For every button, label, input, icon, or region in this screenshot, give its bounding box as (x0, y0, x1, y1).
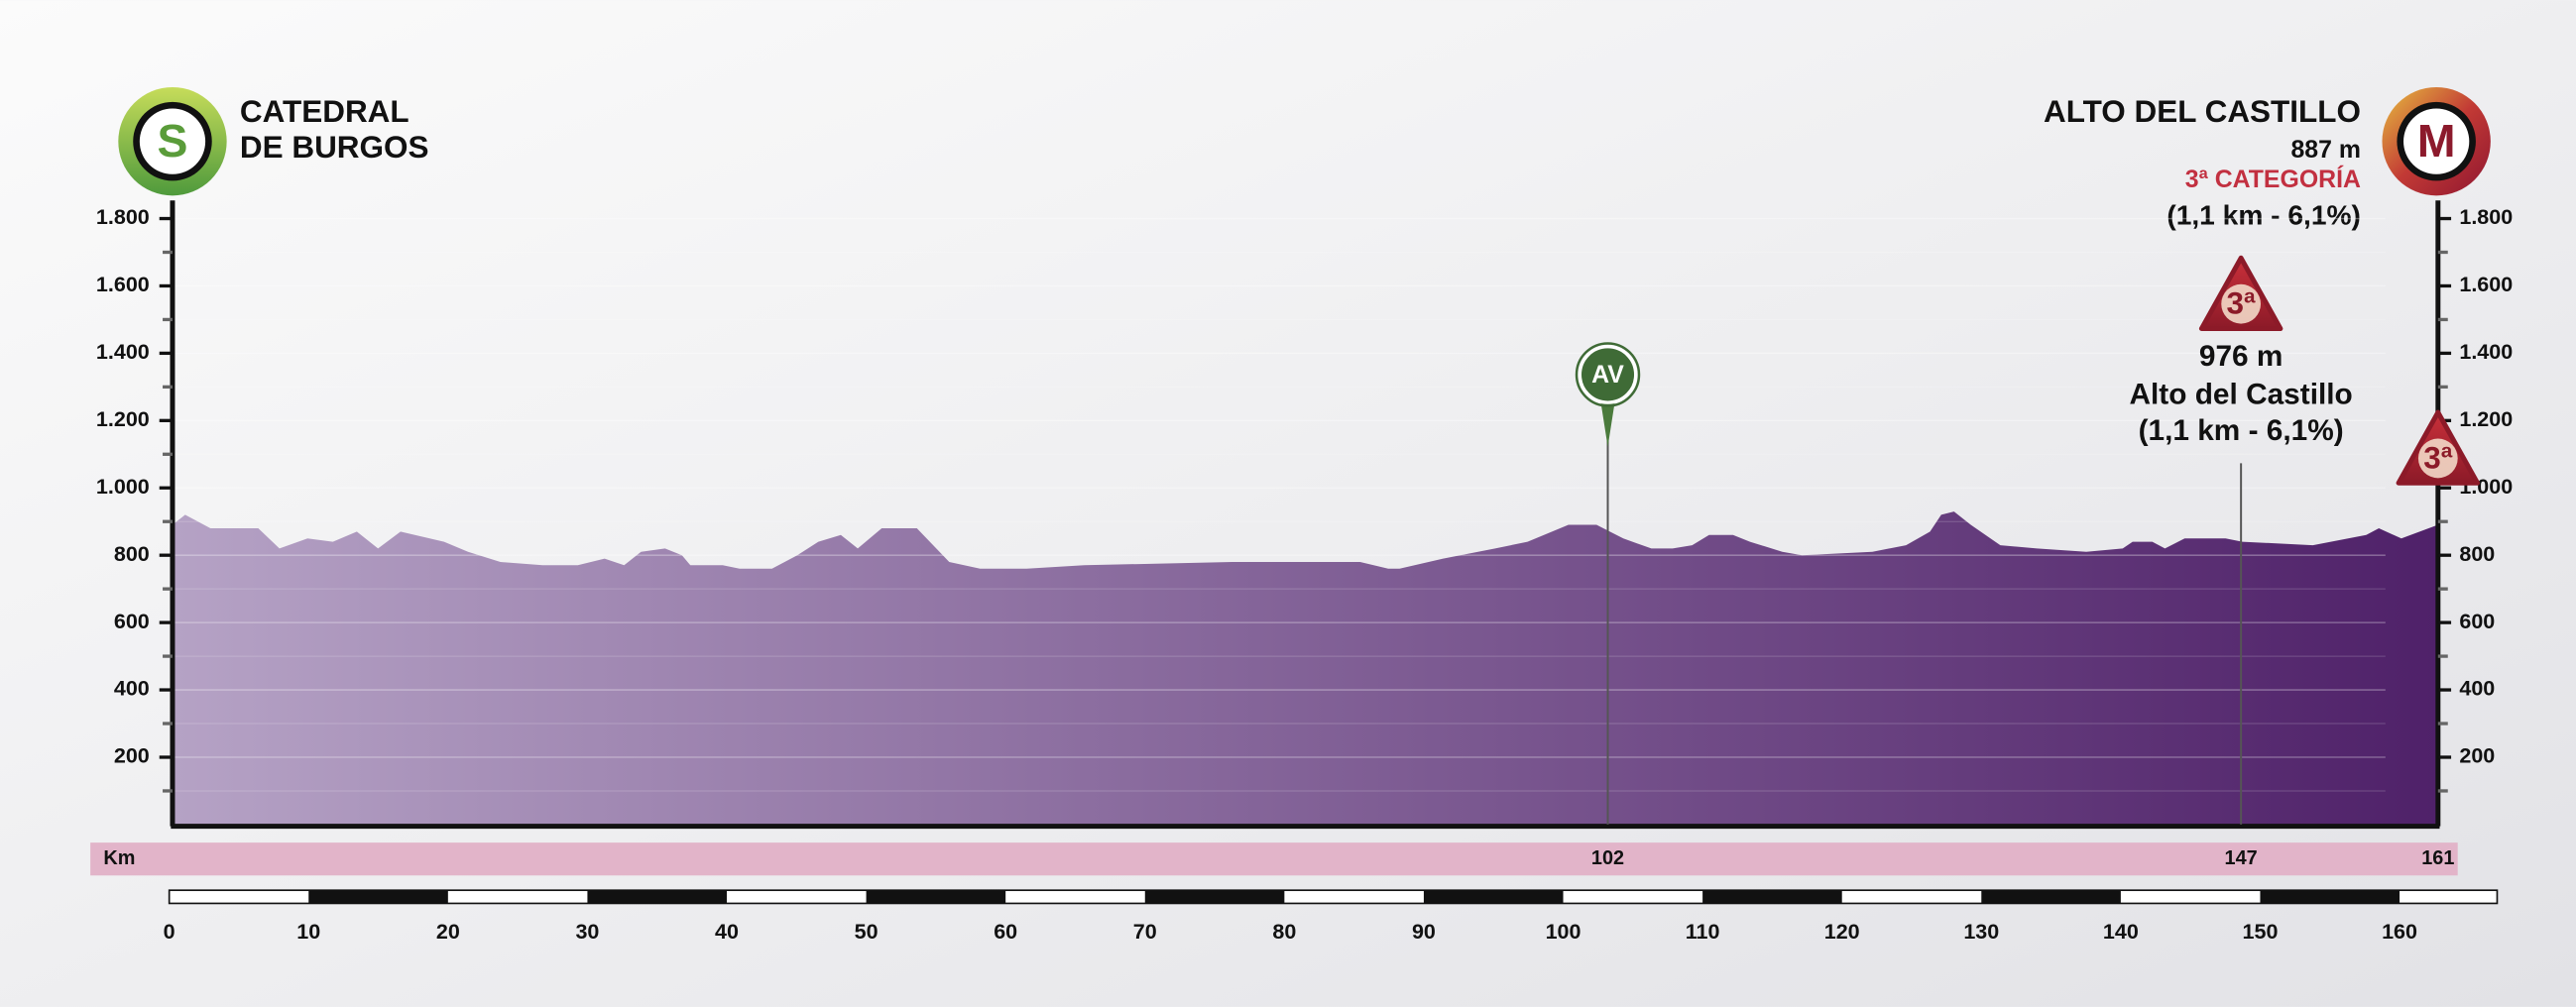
ruler-segment (1702, 890, 1842, 904)
ruler-label: 40 (715, 920, 739, 944)
ruler-label: 10 (296, 920, 320, 944)
climb-altitude: 976 m (2199, 340, 2283, 373)
start-icon-label: S (158, 115, 188, 167)
ruler-segment (308, 890, 448, 904)
elevation-area (172, 511, 2438, 825)
ruler-label: 0 (164, 920, 176, 944)
climb-icon-inner (2417, 438, 2458, 479)
climb-name: Alto del Castillo (2129, 378, 2352, 410)
y-tick-label: 1.000 (96, 475, 150, 499)
km-bar-label: 161 (2421, 847, 2454, 869)
km-bar (90, 842, 2458, 876)
km-label: Km (103, 847, 135, 869)
ruler-label: 150 (2243, 920, 2279, 944)
finish-category: 3ª CATEGORÍA (2185, 165, 2361, 193)
finish-altitude: 887 m (2290, 137, 2360, 164)
finish-icon-label: M (2417, 115, 2456, 167)
y-tick-label: 1.600 (2459, 273, 2513, 296)
ruler-label: 50 (855, 920, 878, 944)
marker-icon (1578, 345, 1638, 404)
ruler-segment (587, 890, 728, 904)
ruler-label: 80 (1272, 920, 1296, 944)
ruler-segment (866, 890, 1006, 904)
ruler-label: 140 (2103, 920, 2139, 944)
y-tick-label: 200 (2459, 744, 2495, 768)
start-name: DE BURGOS (240, 130, 429, 165)
ruler-label: 130 (1963, 920, 1999, 944)
finish-detail: (1,1 km - 6,1%) (2166, 199, 2361, 230)
ruler-label: 70 (1133, 920, 1157, 944)
y-tick-label: 1.400 (96, 340, 150, 364)
y-tick-label: 600 (2459, 610, 2495, 633)
ruler-label: 120 (1824, 920, 1860, 944)
ruler-label: 20 (436, 920, 460, 944)
ruler-label: 30 (575, 920, 599, 944)
ruler-label: 90 (1412, 920, 1436, 944)
ruler (168, 889, 2499, 905)
y-tick-label: 800 (2459, 542, 2495, 566)
start-icon: S (118, 86, 227, 196)
y-tick-label: 200 (114, 744, 150, 768)
km-bar-label: 102 (1591, 847, 1624, 869)
y-tick-label: 600 (114, 610, 150, 633)
y-tick-label: 1.400 (2459, 340, 2513, 364)
y-tick-label: 1.200 (2459, 407, 2513, 431)
km-bar-label: 147 (2225, 847, 2258, 869)
climb-category: 3ª (2227, 286, 2257, 321)
ruler-segment (1981, 890, 2121, 904)
y-tick-label: 1.800 (96, 205, 150, 229)
climb-detail: (1,1 km - 6,1%) (2139, 414, 2344, 447)
y-tick-label: 1.600 (96, 273, 150, 296)
climb-icon-inner (2221, 283, 2262, 324)
ruler-segment (2260, 890, 2400, 904)
ruler-label: 100 (1546, 920, 1581, 944)
marker-icon-ring (1575, 342, 1641, 407)
start-name: CATEDRAL (240, 94, 410, 129)
ruler-label: 160 (2382, 920, 2417, 944)
ruler-segment (1144, 890, 1285, 904)
y-tick-label: 400 (2459, 677, 2495, 701)
climb-category: 3ª (2423, 440, 2453, 475)
y-tick-label: 1.200 (96, 407, 150, 431)
y-tick-label: 400 (114, 677, 150, 701)
y-tick-label: 1.800 (2459, 205, 2513, 229)
ruler-segment (1423, 890, 1564, 904)
y-tick-label: 800 (114, 542, 150, 566)
finish-name: ALTO DEL CASTILLO (2044, 94, 2361, 129)
ruler-label: 60 (994, 920, 1017, 944)
marker-label: AV (1591, 362, 1624, 389)
marker-pin (1599, 393, 1616, 447)
ruler-label: 110 (1686, 920, 1720, 944)
finish-icon: M (2382, 86, 2491, 196)
